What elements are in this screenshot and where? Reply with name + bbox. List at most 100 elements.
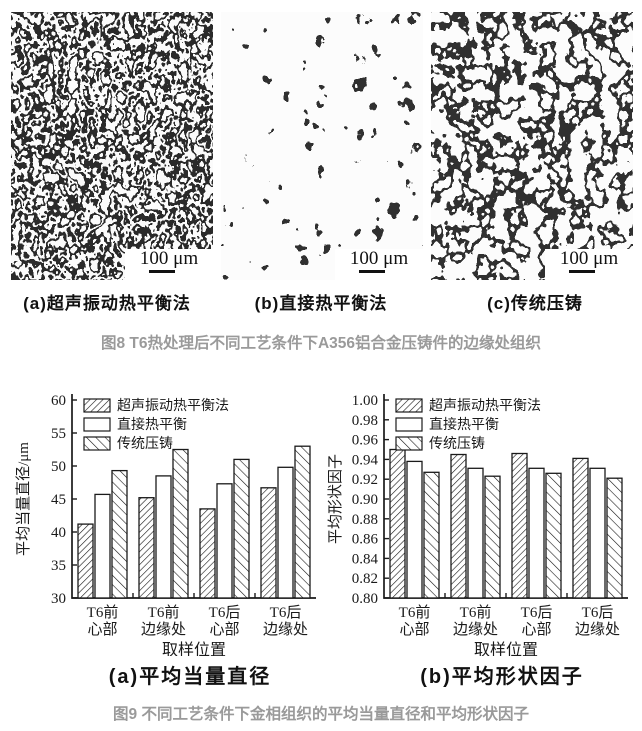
svg-text:30: 30	[51, 591, 66, 607]
svg-text:50: 50	[51, 459, 66, 475]
svg-text:T6前: T6前	[87, 604, 119, 621]
svg-text:T6后: T6后	[209, 604, 241, 621]
bar	[528, 467, 545, 599]
svg-text:0.96: 0.96	[352, 433, 379, 449]
bar	[484, 475, 501, 599]
legend-label: 超声振动热平衡法	[117, 398, 229, 414]
svg-text:边缘处: 边缘处	[141, 621, 186, 638]
scale-bar-line	[569, 270, 595, 273]
chart-block-shape-factor: 0.80 0.82 0.84 0.86 0.88 0.90 0.92 0.94 0.96 0.98…	[326, 384, 634, 689]
legend-swatch	[395, 417, 423, 432]
svg-text:T6前: T6前	[399, 604, 431, 621]
legend-label: 超声振动热平衡法	[429, 398, 541, 414]
panel-label-c: (c)传统压铸	[487, 294, 583, 313]
bar	[233, 458, 250, 599]
figure9-charts-row: 30 35 40 45 50 55 60 超声振动热平衡法 直接热平衡 传统压铸 T6前 心部 T6前边…	[0, 384, 642, 689]
scale-bar-label: 100 μm	[139, 248, 199, 269]
svg-text:T6前: T6前	[460, 604, 492, 621]
legend-label: 传统压铸	[117, 436, 173, 452]
bar	[77, 523, 94, 599]
svg-text:0.80: 0.80	[352, 591, 378, 607]
svg-text:1.00: 1.00	[352, 393, 378, 409]
micrograph-conventional: 100 μm	[431, 12, 633, 280]
legend-label: 直接热平衡	[117, 416, 187, 433]
chart-block-mean-diameter: 30 35 40 45 50 55 60 超声振动热平衡法 直接热平衡 传统压铸 T6前 心部 T6前边…	[14, 384, 322, 689]
y-axis: 0.80 0.82 0.84 0.86 0.88 0.90 0.92 0.94 0.96 0.98…	[352, 393, 389, 607]
micrograph-image-a	[11, 12, 213, 280]
micrograph-ultrasonic: 100 μm	[11, 12, 213, 280]
bar	[589, 467, 606, 599]
svg-text:T6前: T6前	[148, 604, 180, 621]
bar	[277, 466, 294, 599]
legend-label: 传统压铸	[429, 436, 485, 452]
bar	[545, 472, 562, 599]
bar	[606, 477, 623, 599]
scale-bar-a: 100 μm	[125, 249, 213, 280]
bar	[199, 508, 216, 599]
svg-text:0.84: 0.84	[352, 551, 379, 567]
svg-text:0.90: 0.90	[352, 492, 378, 508]
legend-swatch	[83, 398, 111, 413]
micrograph-image-b	[221, 12, 423, 280]
chart-mean-shape-factor: 0.80 0.82 0.84 0.86 0.88 0.90 0.92 0.94 0.96 0.98…	[327, 393, 628, 656]
bar	[467, 467, 484, 599]
panel-label-b: (b)直接热平衡法	[254, 294, 388, 313]
bar	[572, 457, 589, 599]
x-axis	[132, 593, 256, 598]
svg-text:60: 60	[51, 393, 66, 409]
bar	[138, 497, 155, 599]
scale-bar-b: 100 μm	[335, 249, 423, 280]
subcaption-a: (a)平均当量直径	[108, 666, 272, 688]
y-axis-title: 平均当量直径/μm	[15, 442, 32, 556]
bar	[260, 487, 277, 599]
bars	[389, 448, 623, 599]
bar	[423, 471, 440, 599]
svg-text:边缘处: 边缘处	[263, 621, 308, 638]
bar	[111, 469, 128, 599]
bar	[155, 475, 172, 599]
x-axis	[444, 593, 568, 598]
svg-text:0.88: 0.88	[352, 512, 378, 528]
figure8-panel-labels: (a)超声振动热平衡法 (b)直接热平衡法 (c)传统压铸	[0, 289, 642, 314]
svg-text:0.98: 0.98	[352, 413, 378, 429]
svg-text:55: 55	[51, 426, 66, 442]
x-axis-title: 取样位置	[162, 641, 226, 656]
y-axis-title: 平均形状因子	[327, 454, 344, 544]
legend-swatch	[395, 398, 423, 413]
y-axis: 30 35 40 45 50 55 60	[51, 393, 77, 607]
svg-text:心部: 心部	[87, 621, 117, 638]
scale-bar-line	[149, 270, 175, 273]
bar	[389, 448, 406, 599]
x-axis-title: 取样位置	[474, 641, 538, 656]
bar	[172, 448, 189, 599]
svg-text:T6后: T6后	[582, 604, 614, 621]
figure8-caption: 图8 T6热处理后不同工艺条件下A356铝合金压铸件的边缘处组织	[100, 335, 542, 352]
scale-bar-label: 100 μm	[349, 248, 409, 269]
svg-text:40: 40	[51, 525, 66, 541]
micrograph-direct: 100 μm	[221, 12, 423, 280]
svg-text:0.82: 0.82	[352, 571, 378, 587]
bar	[294, 445, 311, 599]
scale-bar-label: 100 μm	[559, 248, 619, 269]
bars	[77, 445, 311, 599]
svg-text:0.94: 0.94	[352, 452, 379, 468]
svg-text:边缘处: 边缘处	[453, 621, 498, 638]
svg-text:35: 35	[51, 558, 66, 574]
bar	[94, 493, 111, 599]
svg-text:0.92: 0.92	[352, 472, 378, 488]
panel-label-a: (a)超声振动热平衡法	[23, 294, 191, 313]
svg-text:心部: 心部	[399, 621, 429, 638]
scale-bar-line	[359, 270, 385, 273]
svg-text:心部: 心部	[521, 621, 551, 638]
bar	[511, 452, 528, 599]
svg-text:45: 45	[51, 492, 66, 508]
legend-swatch	[83, 417, 111, 432]
legend-label: 直接热平衡	[429, 416, 499, 433]
micrograph-image-c	[431, 12, 633, 280]
legend-swatch	[83, 436, 111, 451]
